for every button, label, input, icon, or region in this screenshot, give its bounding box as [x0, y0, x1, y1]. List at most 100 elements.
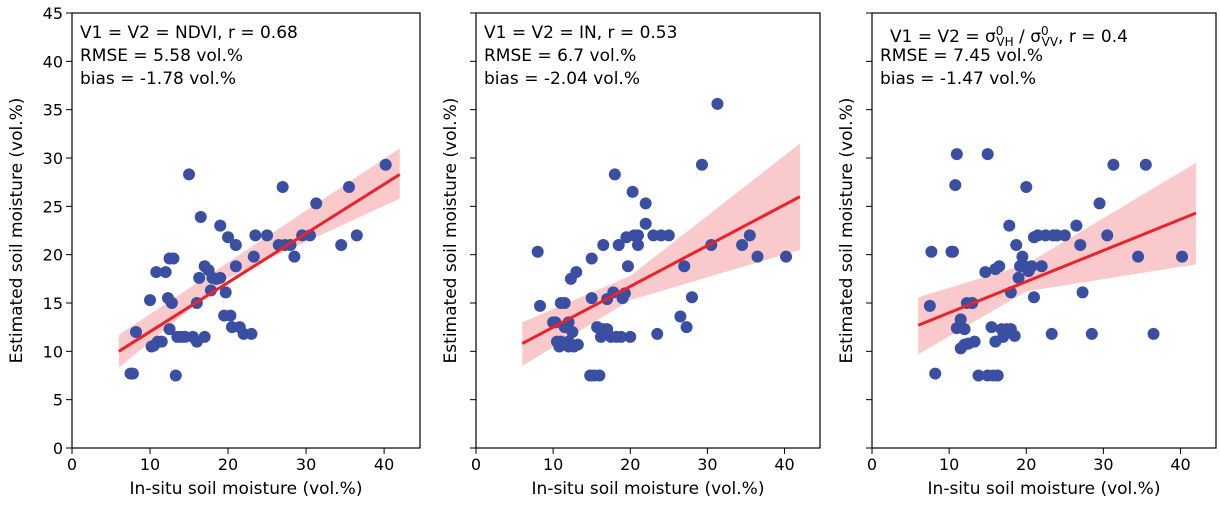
data-point [1085, 327, 1098, 340]
annotation: V1 = V2 = NDVI, r = 0.68 [80, 23, 298, 43]
confidence-band [522, 143, 800, 366]
data-point [597, 239, 610, 251]
x-axis-label: In-situ soil moisture (vol.%) [532, 479, 765, 499]
data-point [626, 185, 639, 198]
data-point [946, 245, 959, 258]
annotation-part: VH [996, 35, 1013, 49]
data-point [711, 97, 724, 110]
data-point [1070, 219, 1083, 232]
x-tick-label: 40 [374, 455, 394, 474]
data-point [163, 323, 176, 336]
data-point [1058, 229, 1071, 242]
data-point [979, 266, 992, 279]
annotation: bias = -2.04 vol.% [484, 69, 640, 89]
data-point [1176, 250, 1189, 263]
data-point [229, 239, 242, 251]
data-point [950, 148, 963, 161]
data-point [571, 338, 584, 351]
annotation: RMSE = 5.58 vol.% [80, 46, 243, 66]
annotation-part: 0 [996, 24, 1004, 38]
data-point [1035, 260, 1048, 273]
y-tick-label: 40 [43, 52, 63, 71]
data-point [1012, 271, 1025, 284]
x-tick-label: 10 [939, 455, 959, 474]
data-point [593, 369, 606, 382]
annotation: RMSE = 6.7 vol.% [484, 46, 636, 66]
data-point [570, 266, 583, 279]
data-point [204, 284, 217, 297]
data-point [631, 229, 644, 242]
data-point [1076, 286, 1089, 299]
data-point [219, 286, 232, 299]
data-point [350, 229, 363, 242]
data-point [1132, 250, 1145, 263]
y-tick-label: 0 [53, 439, 63, 458]
fit-line [118, 173, 401, 353]
data-point [1139, 158, 1152, 171]
data-point [155, 335, 168, 348]
annotation: V1 = V2 = IN, r = 0.53 [484, 23, 677, 43]
data-point [335, 239, 348, 251]
y-tick-label: 35 [43, 101, 63, 120]
data-point [249, 229, 262, 242]
y-tick-label: 30 [43, 149, 63, 168]
data-point [612, 239, 625, 251]
y-tick-label: 15 [43, 294, 63, 313]
y-tick-label: 20 [43, 246, 63, 265]
data-point [150, 266, 163, 279]
x-tick-label: 30 [697, 455, 717, 474]
data-point [993, 260, 1006, 273]
data-point [1010, 239, 1023, 251]
y-axis-label: Estimated soil moisture (vol.%) [7, 98, 27, 364]
data-point [144, 294, 157, 307]
data-point [159, 266, 172, 279]
x-tick-label: 30 [296, 455, 316, 474]
axes-frame [475, 12, 821, 449]
annotation: bias = -1.78 vol.% [80, 69, 236, 89]
y-tick-label: 10 [43, 342, 63, 361]
data-point [608, 168, 621, 181]
data-point [1025, 260, 1038, 273]
data-point [1107, 158, 1120, 171]
data-point [126, 367, 139, 380]
data-point [678, 260, 691, 273]
data-point [780, 250, 793, 263]
data-point [1027, 291, 1040, 304]
data-point [954, 313, 967, 326]
data-point [674, 310, 687, 323]
annotation: V1 = V2 = σ0 VH / σ0 VV, r = 0.4 [890, 24, 1128, 49]
data-point [736, 239, 749, 251]
data-point [129, 326, 142, 338]
annotation-part: , r = 0.4 [1058, 27, 1128, 47]
data-point [1093, 197, 1106, 210]
data-point [245, 327, 258, 340]
data-point [958, 323, 971, 336]
data-point [639, 217, 652, 230]
data-point [949, 179, 962, 192]
data-point [751, 250, 764, 263]
data-point [1003, 219, 1016, 232]
data-point [991, 369, 1004, 382]
data-point [624, 330, 637, 343]
data-point [743, 229, 756, 242]
data-point [929, 367, 942, 380]
data-point [985, 321, 998, 334]
panel: 0 10 20 30 40 0 5 10 15 20 25 30 35 40 45 In-situ soil … [7, 4, 421, 499]
data-point [1045, 327, 1058, 340]
annotation-part: VV [1042, 35, 1059, 49]
fit-line [521, 195, 801, 345]
data-point [247, 250, 260, 263]
data-point [224, 309, 237, 322]
x-tick-label: 20 [620, 455, 640, 474]
data-point [585, 292, 598, 305]
data-point [214, 219, 227, 232]
data-point [229, 260, 242, 273]
data-point [615, 330, 628, 343]
x-tick-label: 20 [1016, 455, 1036, 474]
data-point [695, 158, 708, 171]
x-tick-label: 10 [140, 455, 160, 474]
data-point [621, 260, 634, 273]
y-axis-label: Estimated soil moisture (vol.%) [837, 98, 857, 364]
data-point [585, 252, 598, 265]
